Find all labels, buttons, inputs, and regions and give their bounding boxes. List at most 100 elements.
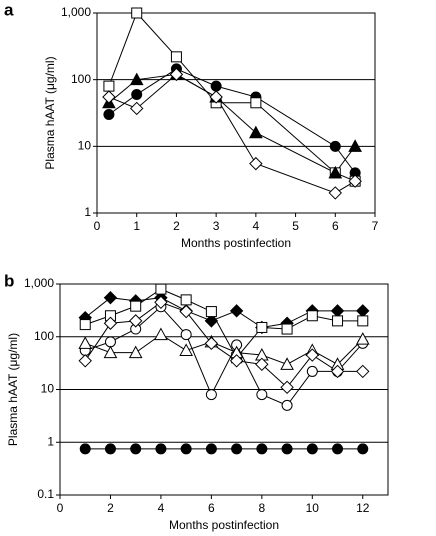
marker — [155, 283, 167, 295]
marker — [130, 101, 144, 116]
marker — [205, 306, 217, 318]
marker — [256, 443, 268, 455]
marker — [180, 329, 192, 341]
plot-frame — [96, 12, 376, 214]
y-tick-label: 1 — [47, 434, 54, 448]
marker — [130, 443, 142, 455]
panel-label: a — [4, 0, 14, 19]
marker — [357, 443, 369, 455]
marker — [169, 67, 184, 82]
marker — [250, 97, 262, 109]
x-axis-label: Months postinfection — [169, 518, 279, 532]
marker — [355, 332, 370, 345]
y-tick-label: 1,000 — [24, 276, 54, 290]
marker — [103, 290, 118, 305]
x-tick-label: 6 — [208, 501, 215, 515]
marker — [103, 345, 118, 359]
marker — [128, 345, 143, 359]
marker — [306, 365, 318, 377]
marker — [79, 443, 91, 455]
marker — [104, 336, 116, 348]
marker — [180, 443, 192, 455]
y-tick-label: 10 — [78, 139, 92, 153]
marker — [130, 300, 142, 312]
marker — [205, 443, 217, 455]
marker — [154, 327, 168, 341]
marker — [204, 314, 219, 328]
marker — [348, 174, 362, 188]
marker — [78, 336, 93, 349]
marker — [129, 72, 144, 86]
marker — [281, 399, 293, 411]
marker — [131, 88, 143, 100]
y-tick-label: 1 — [84, 205, 91, 219]
marker — [209, 90, 223, 104]
marker — [256, 321, 268, 333]
marker — [231, 443, 243, 455]
marker — [332, 315, 344, 327]
x-tick-label: 12 — [356, 501, 370, 515]
x-tick-label: 8 — [259, 501, 266, 515]
marker — [357, 315, 369, 327]
y-tick-label: 10 — [41, 382, 55, 396]
x-tick-label: 6 — [332, 219, 339, 233]
marker — [104, 443, 116, 455]
marker — [229, 354, 244, 368]
marker — [128, 314, 143, 328]
marker — [179, 304, 193, 319]
marker — [329, 140, 341, 152]
y-tick-label: 1,000 — [61, 5, 91, 19]
series-line — [85, 333, 364, 365]
marker — [155, 443, 167, 455]
series-line — [108, 73, 356, 194]
marker — [332, 443, 344, 455]
series-line — [108, 12, 356, 182]
marker — [356, 304, 370, 318]
y-axis-label: Plasma hAAT (μg/ml) — [6, 333, 20, 446]
x-tick-label: 2 — [173, 219, 180, 233]
marker — [103, 109, 115, 121]
marker — [306, 310, 318, 322]
marker — [281, 323, 293, 335]
x-tick-label: 10 — [306, 501, 320, 515]
marker — [170, 51, 182, 63]
marker — [205, 389, 217, 401]
marker — [249, 125, 263, 139]
marker — [103, 316, 118, 330]
marker — [179, 343, 193, 356]
marker — [356, 364, 370, 379]
y-tick-label: 100 — [34, 329, 54, 343]
x-tick-label: 3 — [213, 219, 220, 233]
marker — [255, 357, 269, 372]
panel-label: b — [4, 271, 14, 290]
x-tick-label: 7 — [372, 219, 379, 233]
marker — [204, 336, 219, 351]
marker — [154, 295, 168, 310]
marker — [103, 80, 115, 92]
marker — [306, 443, 318, 455]
marker — [210, 80, 222, 92]
marker — [348, 139, 362, 152]
marker — [328, 186, 342, 200]
y-axis-label: Plasma hAAT (μg/ml) — [43, 56, 57, 169]
x-tick-label: 0 — [57, 501, 64, 515]
marker — [305, 348, 320, 362]
x-tick-label: 2 — [107, 501, 114, 515]
marker — [328, 165, 343, 179]
y-tick-label: 100 — [71, 72, 91, 86]
marker — [281, 443, 293, 455]
marker — [229, 304, 244, 318]
marker — [249, 156, 263, 171]
x-tick-label: 4 — [253, 219, 260, 233]
marker — [330, 364, 345, 379]
x-tick-label: 5 — [292, 219, 299, 233]
series-line — [84, 301, 363, 389]
x-axis-label: Months postinfection — [181, 236, 291, 250]
marker — [256, 389, 268, 401]
y-tick-label: 0.1 — [37, 487, 54, 501]
x-tick-label: 1 — [133, 219, 140, 233]
marker — [131, 7, 143, 19]
marker — [280, 357, 294, 370]
marker — [330, 304, 345, 318]
